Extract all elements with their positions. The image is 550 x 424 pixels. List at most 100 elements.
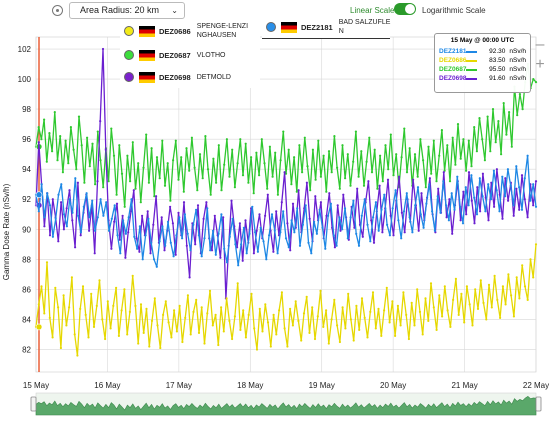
data-point bbox=[448, 180, 452, 183]
data-point bbox=[247, 313, 250, 316]
data-point bbox=[465, 213, 468, 216]
data-point bbox=[322, 154, 325, 157]
data-point bbox=[358, 328, 361, 331]
data-point bbox=[314, 178, 317, 181]
data-point bbox=[468, 303, 471, 306]
navigator-right-handle[interactable] bbox=[535, 396, 542, 412]
legend-item-dez2181[interactable]: DEZ2181 BAD SALZUFLE N bbox=[266, 17, 390, 37]
data-point bbox=[233, 315, 236, 318]
x-axis: 15 May 16 May 17 May 18 May 19 May 20 May 21 M… bbox=[23, 381, 549, 390]
data-point bbox=[205, 201, 208, 204]
data-point bbox=[99, 120, 102, 123]
data-point bbox=[273, 229, 276, 232]
data-point bbox=[74, 177, 77, 180]
navigator-left-handle[interactable] bbox=[30, 396, 37, 412]
data-point bbox=[392, 174, 395, 177]
data-point bbox=[170, 336, 173, 339]
data-point bbox=[255, 151, 258, 154]
series-toggle-icon[interactable] bbox=[124, 26, 134, 36]
data-point bbox=[166, 220, 170, 223]
data-point bbox=[501, 175, 504, 178]
data-point bbox=[93, 229, 97, 232]
data-point bbox=[76, 181, 79, 184]
data-point bbox=[206, 207, 209, 210]
area-radius-select[interactable]: Area Radius: 20 km ⌄ bbox=[69, 2, 185, 19]
data-point bbox=[291, 324, 294, 327]
data-point bbox=[141, 214, 144, 217]
data-point bbox=[396, 304, 399, 307]
data-point bbox=[310, 252, 313, 255]
legend-item-dez0687[interactable]: DEZ0687 VLOTHO bbox=[124, 45, 225, 65]
data-point bbox=[309, 189, 312, 192]
data-point bbox=[367, 180, 370, 183]
data-point bbox=[280, 201, 283, 204]
data-point bbox=[107, 229, 111, 232]
data-point bbox=[68, 198, 71, 201]
data-point bbox=[153, 195, 156, 198]
data-point bbox=[87, 336, 90, 339]
legend-item-dez0686[interactable]: DEZ0686 SPENGE-LENZI NGHAUSEN bbox=[124, 21, 248, 41]
data-point bbox=[217, 232, 220, 235]
data-point bbox=[237, 264, 240, 267]
data-point bbox=[380, 334, 383, 337]
data-point bbox=[141, 258, 144, 261]
data-point bbox=[506, 168, 509, 171]
data-point bbox=[152, 258, 156, 261]
data-point bbox=[88, 165, 91, 168]
data-point bbox=[353, 226, 356, 229]
data-point bbox=[496, 298, 499, 301]
data-point bbox=[341, 306, 344, 309]
data-point bbox=[451, 232, 454, 235]
data-point bbox=[124, 232, 127, 235]
data-point bbox=[163, 184, 167, 187]
legend-item-dez0698[interactable]: DEZ0698 DETMOLD bbox=[124, 67, 231, 87]
data-point bbox=[256, 250, 259, 253]
data-point bbox=[161, 139, 164, 142]
data-point bbox=[518, 186, 521, 189]
data-point bbox=[171, 222, 174, 225]
series-layer[interactable] bbox=[34, 47, 538, 357]
data-point bbox=[120, 172, 124, 175]
data-point bbox=[338, 340, 341, 344]
data-point bbox=[354, 130, 357, 133]
data-point bbox=[183, 213, 186, 216]
data-point bbox=[355, 304, 358, 307]
data-point bbox=[178, 216, 181, 219]
data-point bbox=[311, 306, 314, 309]
series-toggle-icon[interactable] bbox=[124, 72, 134, 82]
series-toggle-icon[interactable] bbox=[266, 22, 276, 32]
data-point bbox=[298, 244, 302, 247]
data-point bbox=[212, 157, 215, 160]
zoom-out-icon[interactable]: – bbox=[535, 36, 545, 53]
data-point bbox=[526, 216, 529, 219]
data-point bbox=[388, 321, 391, 324]
zoom-in-icon[interactable]: + bbox=[535, 56, 545, 73]
data-point bbox=[139, 303, 143, 306]
y-tick-label: 88 bbox=[22, 255, 31, 264]
data-point bbox=[91, 199, 94, 202]
data-point bbox=[126, 154, 129, 157]
series-toggle-icon[interactable] bbox=[124, 50, 134, 60]
data-point bbox=[520, 208, 524, 211]
data-point bbox=[518, 208, 521, 211]
range-navigator[interactable] bbox=[30, 392, 542, 416]
data-point bbox=[413, 324, 416, 327]
target-icon[interactable] bbox=[52, 5, 63, 16]
data-point bbox=[211, 324, 214, 327]
data-point bbox=[520, 174, 524, 177]
scale-toggle[interactable] bbox=[394, 3, 416, 15]
toolbar: Area Radius: 20 km ⌄ Linear Scale Logari… bbox=[0, 0, 550, 22]
data-point bbox=[534, 81, 538, 84]
data-point bbox=[293, 231, 296, 234]
data-point bbox=[361, 235, 364, 238]
data-point bbox=[110, 247, 113, 250]
series-dez0698 bbox=[34, 47, 538, 300]
data-point bbox=[344, 177, 347, 180]
data-point bbox=[435, 328, 438, 331]
data-point bbox=[284, 237, 288, 240]
data-point bbox=[105, 201, 108, 204]
data-point bbox=[82, 205, 85, 208]
data-point bbox=[96, 180, 99, 183]
y-tick-label: 86 bbox=[22, 285, 31, 294]
data-point bbox=[115, 286, 118, 289]
